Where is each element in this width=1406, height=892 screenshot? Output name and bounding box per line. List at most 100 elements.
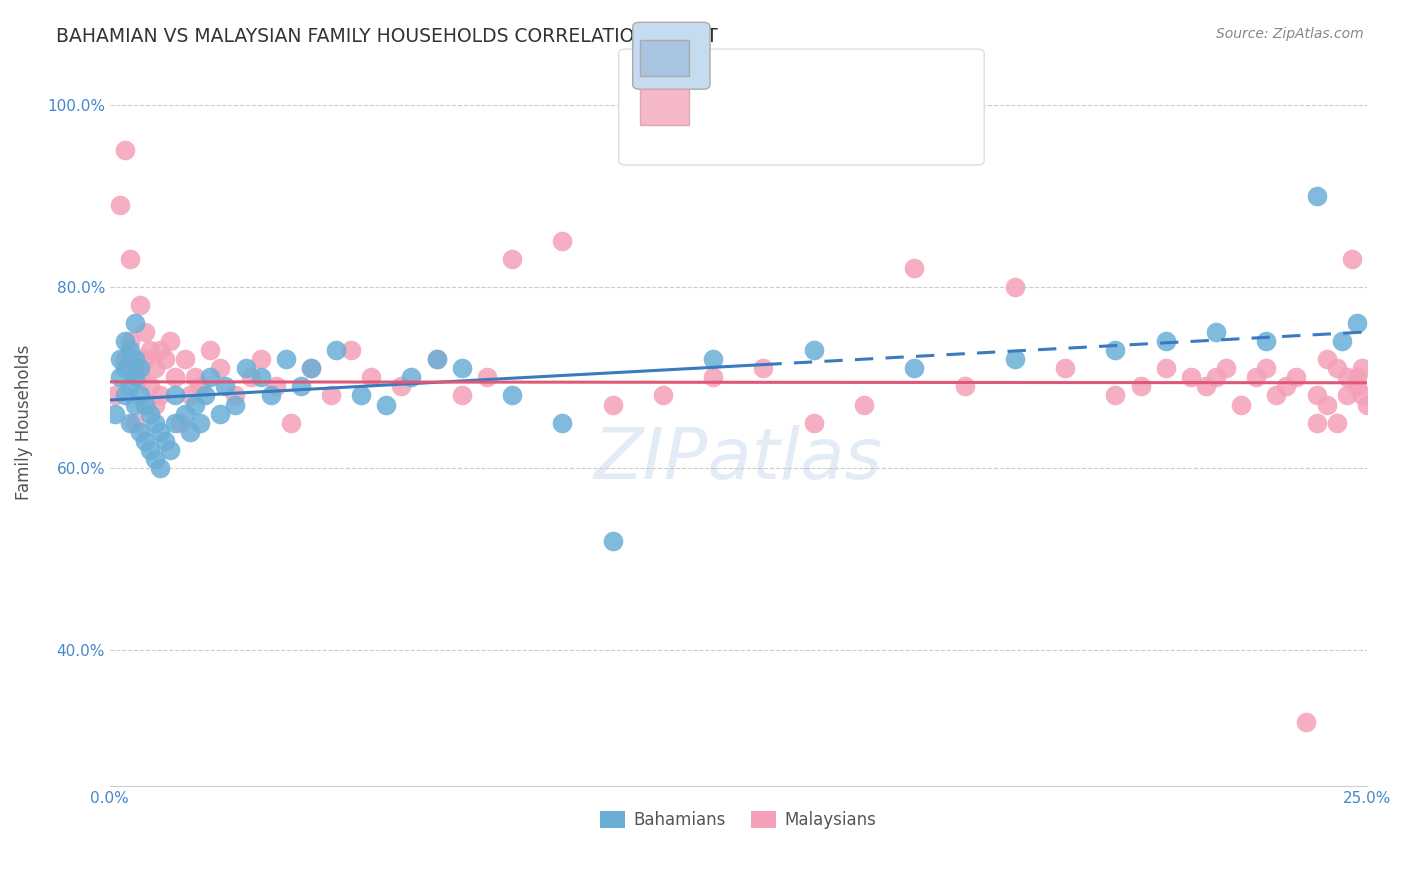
Point — [360, 370, 382, 384]
Point — [124, 416, 146, 430]
Point — [143, 416, 166, 430]
Point — [602, 398, 624, 412]
Point — [214, 379, 236, 393]
Point — [475, 370, 498, 384]
Point — [1180, 370, 1202, 384]
Point — [239, 370, 262, 384]
Point — [1326, 416, 1348, 430]
Point — [118, 379, 141, 393]
Point — [602, 533, 624, 548]
Point — [129, 388, 152, 402]
Point — [299, 361, 322, 376]
Point — [124, 398, 146, 412]
Point — [134, 434, 156, 448]
Point — [1154, 361, 1177, 376]
Point — [1054, 361, 1077, 376]
Point — [165, 416, 187, 430]
Point — [280, 416, 302, 430]
Point — [153, 352, 176, 367]
Point — [1256, 361, 1278, 376]
Point — [1326, 361, 1348, 376]
Point — [752, 361, 775, 376]
Y-axis label: Family Households: Family Households — [15, 345, 32, 500]
Point — [1346, 379, 1368, 393]
Point — [184, 370, 207, 384]
Text: R = -0.001   N = 81: R = -0.001 N = 81 — [703, 98, 893, 116]
Point — [134, 352, 156, 367]
Point — [114, 388, 136, 402]
Point — [903, 261, 925, 276]
Point — [235, 361, 257, 376]
Point — [953, 379, 976, 393]
Point — [249, 352, 271, 367]
Point — [134, 325, 156, 339]
Point — [149, 461, 172, 475]
Point — [108, 198, 131, 212]
Point — [188, 416, 211, 430]
Point — [129, 298, 152, 312]
Point — [1104, 388, 1126, 402]
Point — [159, 442, 181, 457]
Point — [114, 361, 136, 376]
Point — [118, 252, 141, 267]
Point — [1336, 370, 1358, 384]
Point — [249, 370, 271, 384]
Point — [1104, 343, 1126, 357]
Point — [1004, 279, 1026, 293]
Point — [124, 361, 146, 376]
Point — [104, 388, 127, 402]
Point — [450, 388, 472, 402]
Point — [1244, 370, 1267, 384]
Point — [1215, 361, 1237, 376]
Point — [224, 388, 246, 402]
Point — [274, 352, 297, 367]
Point — [1305, 388, 1327, 402]
Text: Source: ZipAtlas.com: Source: ZipAtlas.com — [1216, 27, 1364, 41]
Point — [1265, 388, 1288, 402]
Text: BAHAMIAN VS MALAYSIAN FAMILY HOUSEHOLDS CORRELATION CHART: BAHAMIAN VS MALAYSIAN FAMILY HOUSEHOLDS … — [56, 27, 718, 45]
Point — [143, 361, 166, 376]
Point — [1205, 370, 1227, 384]
Point — [149, 343, 172, 357]
Point — [803, 416, 825, 430]
Point — [129, 361, 152, 376]
Point — [389, 379, 412, 393]
Point — [319, 388, 342, 402]
Point — [114, 334, 136, 348]
Legend: Bahamians, Malaysians: Bahamians, Malaysians — [593, 804, 883, 836]
Point — [139, 343, 162, 357]
Point — [184, 398, 207, 412]
Point — [1295, 715, 1317, 730]
Point — [401, 370, 423, 384]
Point — [1346, 370, 1368, 384]
Point — [118, 334, 141, 348]
Point — [259, 388, 281, 402]
Point — [118, 343, 141, 357]
Point — [1275, 379, 1298, 393]
Point — [1351, 388, 1374, 402]
Point — [114, 352, 136, 367]
Point — [1340, 252, 1362, 267]
Point — [1355, 398, 1378, 412]
Point — [1330, 334, 1353, 348]
Point — [551, 416, 574, 430]
Point — [299, 361, 322, 376]
Text: R =  0.100   N = 63: R = 0.100 N = 63 — [703, 49, 893, 67]
Point — [702, 352, 724, 367]
Text: ZIPatlas: ZIPatlas — [593, 425, 883, 493]
Point — [104, 407, 127, 421]
Point — [426, 352, 449, 367]
Point — [1154, 334, 1177, 348]
Point — [702, 370, 724, 384]
Point — [803, 343, 825, 357]
Point — [290, 379, 312, 393]
Point — [159, 334, 181, 348]
Point — [124, 370, 146, 384]
Point — [1129, 379, 1152, 393]
Point — [114, 144, 136, 158]
Point — [1346, 316, 1368, 330]
Point — [139, 442, 162, 457]
Point — [1336, 388, 1358, 402]
Point — [153, 434, 176, 448]
Point — [1316, 352, 1339, 367]
